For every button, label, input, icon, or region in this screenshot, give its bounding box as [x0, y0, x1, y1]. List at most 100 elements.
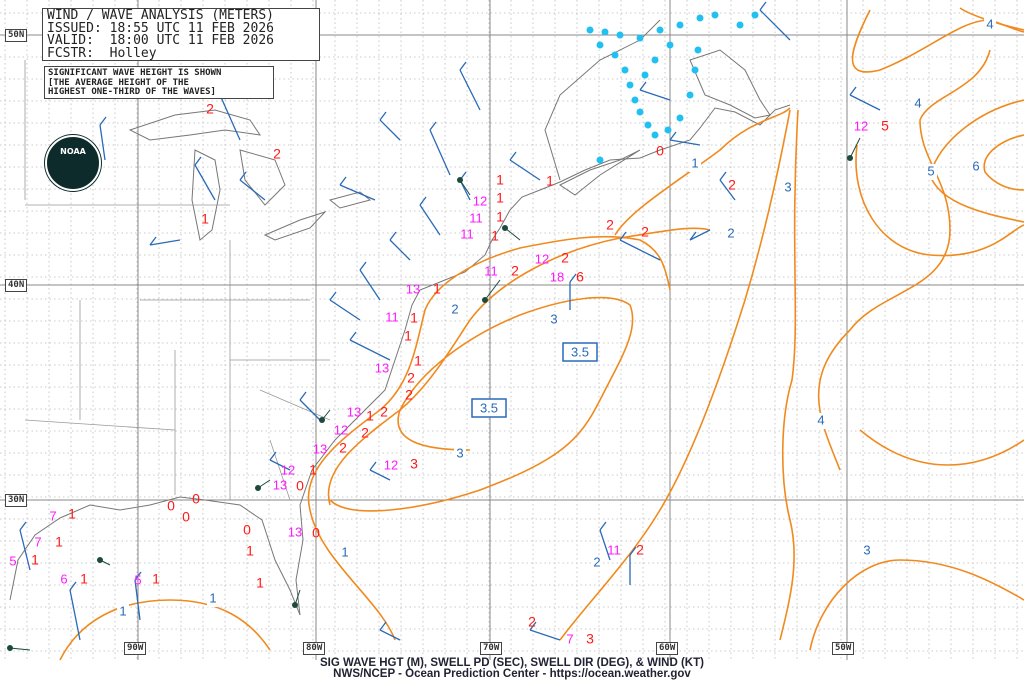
contour-label: 1 — [341, 544, 348, 559]
wind-barb-flag — [379, 621, 387, 631]
swell-period-label: 13 — [375, 360, 389, 375]
wave-height-label: 0 — [167, 498, 175, 514]
wind-barb-shaft — [69, 589, 81, 641]
contour-line — [559, 109, 791, 641]
wind-barb-flag — [759, 1, 767, 11]
wave-height-label: 1 — [309, 462, 317, 478]
swell-arrow-head — [847, 155, 853, 161]
wind-barb-flag — [194, 156, 202, 166]
wave-height-label: 0 — [296, 478, 304, 494]
max-height-box — [562, 342, 598, 362]
sea-ice-dot — [636, 108, 644, 116]
swell-arrow-head — [482, 297, 488, 303]
lake-erie — [263, 210, 327, 241]
wind-barb-flag — [349, 331, 357, 341]
wind-barb-flag — [849, 86, 857, 96]
sea-ice-dot — [656, 26, 664, 34]
swell-period-label: 11 — [469, 210, 483, 225]
swell-direction-arrow — [849, 137, 861, 159]
wind-barb-flag — [689, 231, 697, 241]
wind-barb-shaft — [359, 269, 381, 301]
contour-label-bg — [117, 604, 129, 620]
swell-period-label: 7 — [34, 534, 41, 549]
swell-period-label: 12 — [281, 462, 295, 477]
sea-ice-dot — [616, 31, 624, 39]
lake-ontario — [328, 191, 372, 209]
wave-height-label: 2 — [361, 425, 369, 441]
contour-label: 1 — [691, 155, 698, 170]
wave-height-label: 1 — [31, 552, 39, 568]
wind-barb-shaft — [299, 399, 321, 421]
sea-ice-dot — [621, 66, 629, 74]
wind-barb-flag — [19, 521, 27, 531]
contour-line — [614, 107, 791, 236]
contour-label-bg — [548, 312, 560, 328]
contour-label: 6 — [972, 158, 979, 173]
wave-height-label: 2 — [511, 263, 519, 279]
swell-arrow-head — [319, 417, 325, 423]
wind-barb-shaft — [429, 129, 451, 176]
wind-barb-shaft — [269, 459, 291, 471]
wave-height-label: 2 — [728, 177, 736, 193]
contour-label-bg — [782, 180, 794, 196]
contour-line — [983, 134, 1024, 191]
swell-period-label: 7 — [566, 631, 573, 646]
wind-barb-flag — [369, 461, 377, 471]
sea-ice-dot — [664, 126, 672, 134]
contour-line — [809, 559, 1024, 651]
contour-label-bg — [689, 156, 701, 172]
wind-barb-flag — [329, 291, 337, 301]
sea-ice-edge — [586, 11, 759, 164]
swell-period-label: 13 — [347, 404, 361, 419]
wind-barb-shaft — [619, 239, 661, 261]
swell-arrow-head — [502, 225, 508, 231]
sea-ice-dot — [666, 41, 674, 49]
wind-barb-flag — [629, 546, 637, 556]
wave-height-label: 6 — [576, 269, 584, 285]
sea-ice-dot — [611, 51, 619, 59]
wind-barb-shaft — [149, 239, 181, 246]
swell-period-label: 18 — [550, 269, 564, 284]
wave-height-label: 1 — [201, 211, 209, 227]
contour-label-bg — [925, 164, 937, 180]
gulf-coastline — [9, 496, 301, 616]
state-borders — [24, 60, 331, 501]
max-height-label: 3.5 — [571, 344, 589, 359]
contour-label-bg — [454, 446, 466, 462]
contour-line — [59, 599, 271, 661]
coastlines — [9, 19, 791, 616]
contour-line — [329, 296, 634, 512]
newfoundland-coast — [689, 49, 771, 119]
swell-period-label: 13 — [273, 477, 287, 492]
swell-arrow-head — [457, 177, 463, 183]
wave-height-label: 0 — [656, 143, 664, 159]
us-east-coastline — [295, 104, 791, 616]
wave-height-label: 1 — [491, 228, 499, 244]
wind-barb-shaft — [194, 164, 216, 201]
swell-period-label: 5 — [134, 572, 141, 587]
contour-label-bg — [984, 17, 996, 33]
wave-height-label: 5 — [881, 118, 889, 134]
analysis-title: WIND / WAVE ANALYSIS (METERS) — [47, 8, 274, 23]
swell-arrow-head — [7, 645, 13, 651]
wave-height-label: 0 — [243, 522, 251, 538]
contour-label-bg — [449, 302, 461, 318]
wind-barb-shaft — [639, 89, 671, 101]
analysis-header: WIND / WAVE ANALYSIS (METERS) ISSUED: 18:… — [42, 8, 320, 61]
st-lawrence-coast — [544, 19, 661, 181]
wind-barb-shaft — [529, 629, 561, 641]
wave-height-label: 1 — [433, 281, 441, 297]
wind-barb-shaft — [669, 139, 701, 146]
swell-period-label: 12 — [535, 251, 549, 266]
sea-ice-dot — [651, 56, 659, 64]
lat-label: 50N — [5, 29, 28, 42]
wave-height-label: 1 — [496, 190, 504, 206]
wave-height-label: 1 — [246, 543, 254, 559]
wind-barb-flag — [379, 111, 387, 121]
lon-label: 90W — [124, 642, 147, 655]
sea-ice-dot — [676, 21, 684, 29]
wave-height-label: 2 — [339, 440, 347, 456]
wind-barb-flag — [429, 121, 437, 131]
wind-barb-flag — [269, 451, 277, 461]
